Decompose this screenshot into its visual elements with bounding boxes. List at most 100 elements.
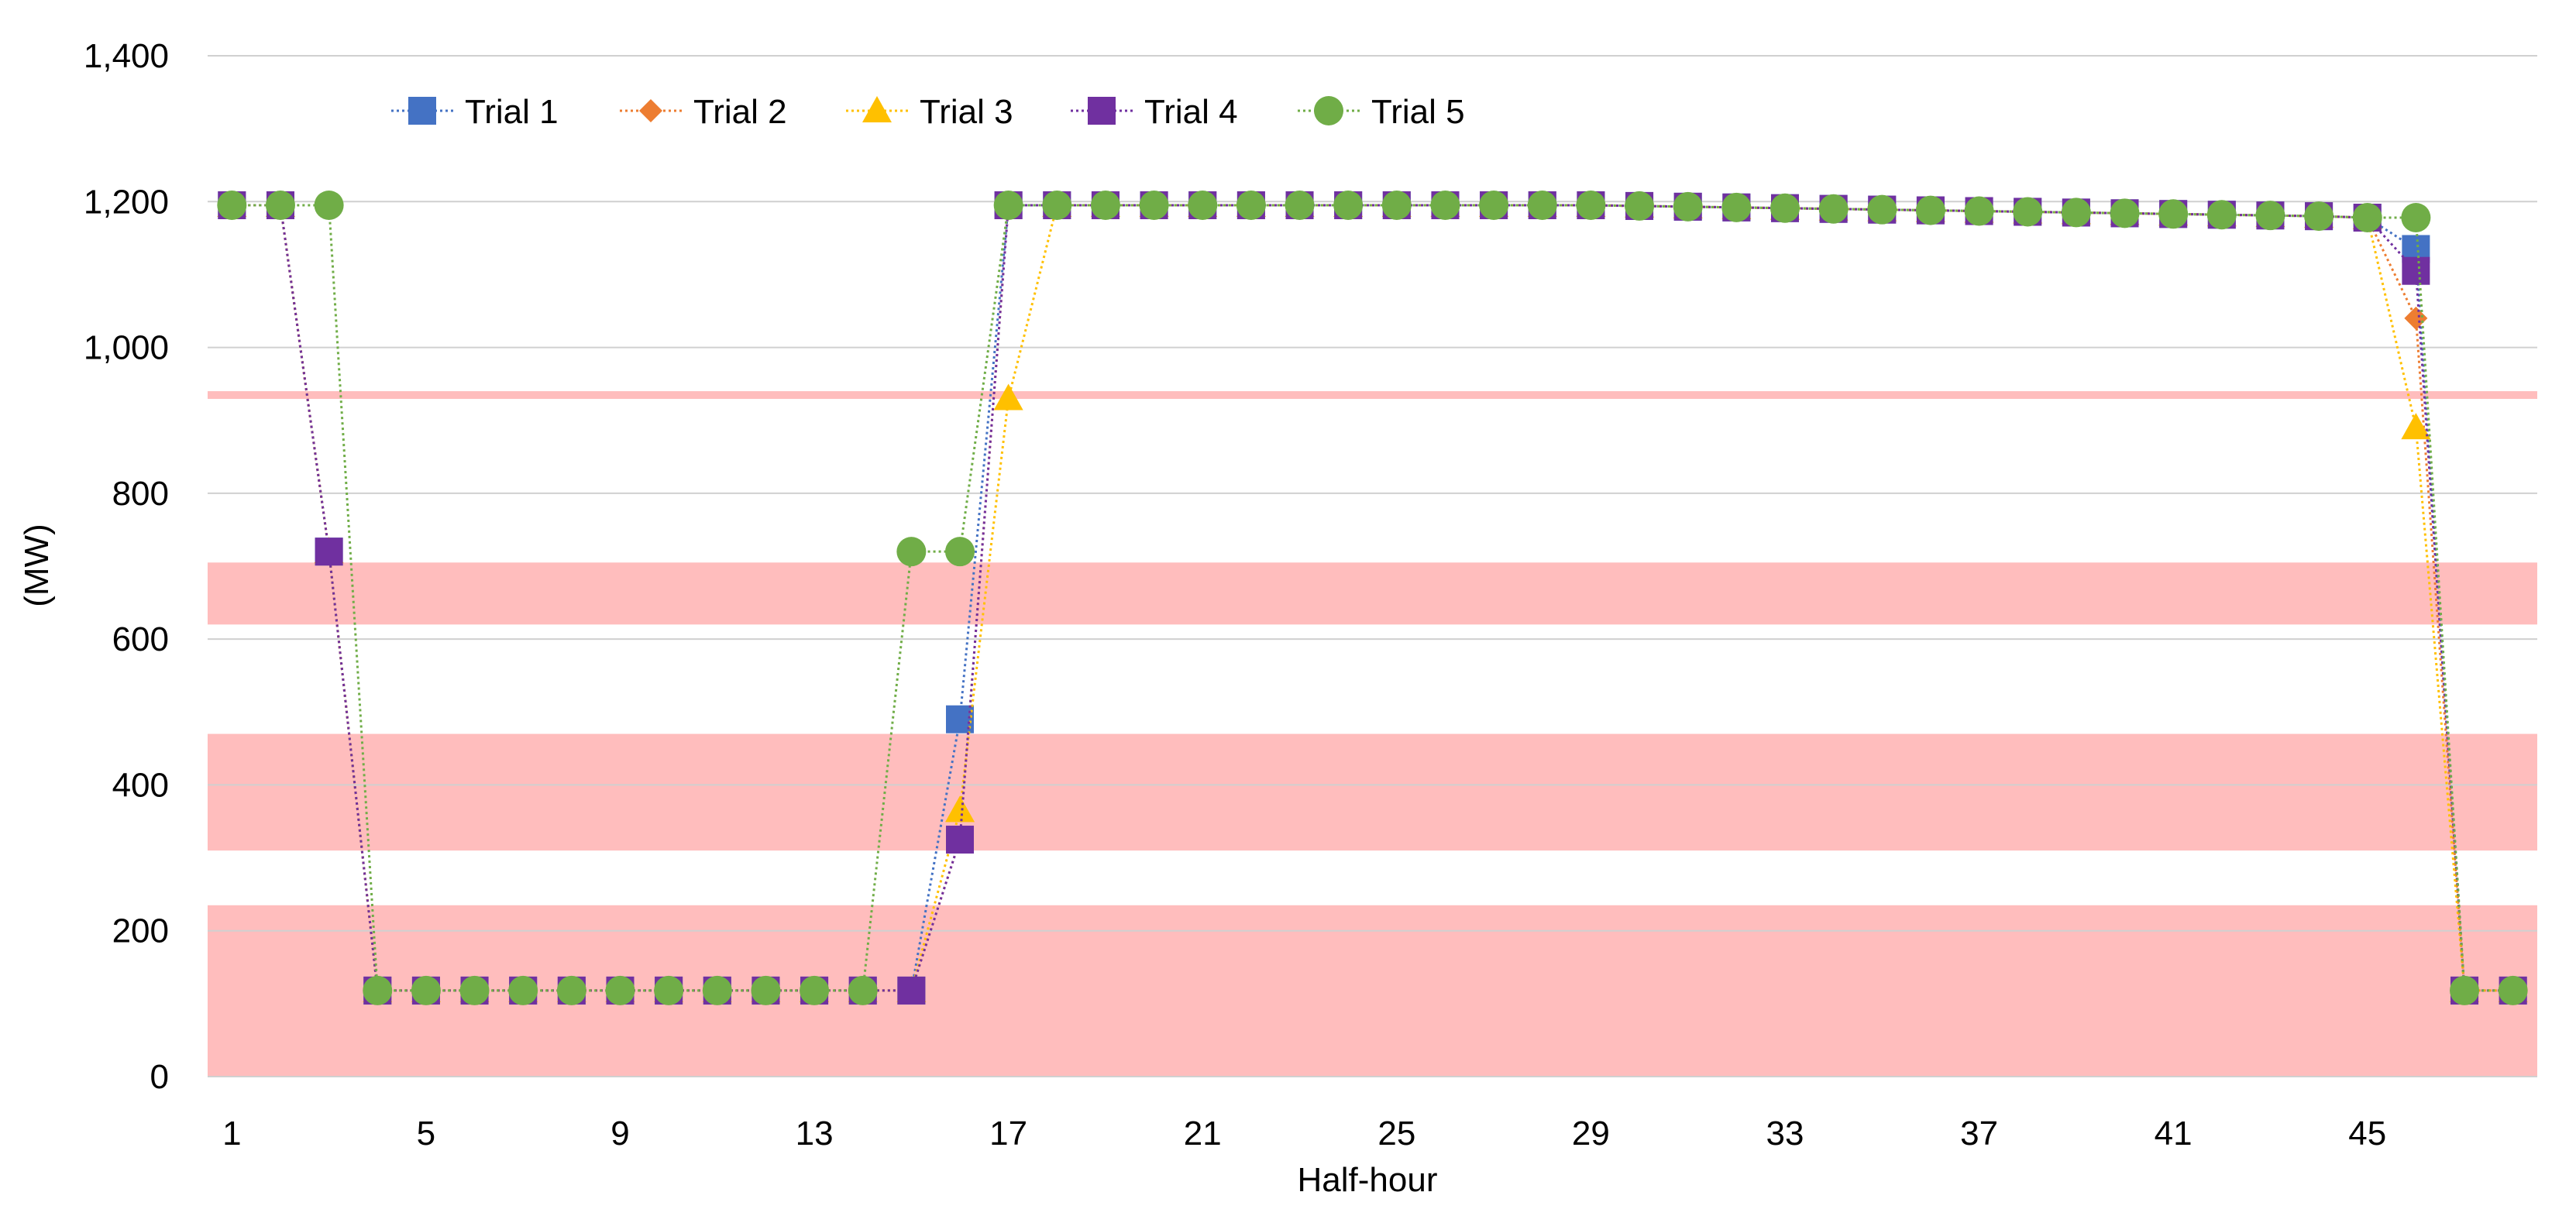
legend: Trial 1 Trial 2 Trial 3 Trial 4 Trial 5 bbox=[391, 93, 1465, 131]
data-point bbox=[2402, 256, 2430, 285]
data-point bbox=[2013, 197, 2043, 227]
legend-marker bbox=[639, 99, 662, 122]
data-point bbox=[1867, 194, 1897, 225]
data-point bbox=[751, 975, 781, 1005]
x-axis-title: Half-hour bbox=[1298, 1161, 1438, 1199]
gridlines bbox=[208, 55, 2537, 1077]
data-point bbox=[1818, 194, 1849, 224]
y-tick-label: 600 bbox=[112, 620, 169, 658]
x-tick-label: 37 bbox=[1960, 1115, 1998, 1152]
data-point bbox=[556, 975, 586, 1005]
data-point bbox=[217, 190, 247, 220]
data-point bbox=[1381, 190, 1412, 220]
data-point bbox=[1964, 196, 1994, 226]
y-tick-label: 200 bbox=[112, 912, 169, 950]
y-tick-label: 800 bbox=[112, 475, 169, 513]
data-point bbox=[2158, 199, 2189, 229]
data-point bbox=[1915, 195, 1945, 225]
data-point bbox=[1285, 190, 1315, 220]
x-tick-label: 41 bbox=[2155, 1115, 2193, 1152]
data-point bbox=[2498, 975, 2528, 1005]
y-tick-label: 1,400 bbox=[84, 37, 169, 75]
legend-marker bbox=[1314, 96, 1343, 125]
data-point bbox=[2206, 200, 2237, 230]
data-point bbox=[993, 190, 1023, 220]
data-point bbox=[1625, 191, 1655, 221]
data-point bbox=[2110, 198, 2140, 228]
data-point bbox=[2401, 413, 2431, 440]
data-point bbox=[1576, 190, 1606, 220]
data-point bbox=[1721, 192, 1752, 222]
data-point bbox=[800, 975, 830, 1005]
x-tick-label: 45 bbox=[2348, 1115, 2386, 1152]
x-tick-label: 21 bbox=[1184, 1115, 1222, 1152]
data-point bbox=[2404, 306, 2428, 330]
data-point bbox=[896, 537, 927, 567]
data-point bbox=[897, 976, 926, 1005]
y-tick-label: 1,000 bbox=[84, 329, 169, 367]
data-point bbox=[993, 383, 1023, 410]
data-point bbox=[1090, 190, 1120, 220]
x-tick-label: 9 bbox=[610, 1115, 629, 1152]
data-point bbox=[945, 537, 975, 567]
data-point bbox=[315, 538, 343, 566]
data-point bbox=[459, 975, 490, 1005]
data-point bbox=[411, 975, 441, 1005]
data-point bbox=[2061, 198, 2091, 228]
data-point bbox=[508, 975, 538, 1005]
legend-marker bbox=[1088, 97, 1116, 125]
data-point bbox=[1527, 190, 1557, 220]
shaded-bands bbox=[208, 391, 2537, 1077]
legend-label: Trial 3 bbox=[920, 93, 1013, 131]
data-point bbox=[1430, 190, 1460, 220]
data-point bbox=[946, 705, 975, 733]
y-tick-label: 0 bbox=[150, 1058, 169, 1096]
x-tick-label: 1 bbox=[222, 1115, 241, 1152]
x-axis-ticks: 1 5 9 13 17 21 25 29 33 37 41 45 bbox=[222, 1115, 2386, 1152]
legend-label: Trial 4 bbox=[1144, 93, 1238, 131]
x-tick-label: 29 bbox=[1572, 1115, 1610, 1152]
x-tick-label: 33 bbox=[1766, 1115, 1804, 1152]
y-tick-label: 1,200 bbox=[84, 183, 169, 221]
legend-label: Trial 2 bbox=[693, 93, 787, 131]
data-point bbox=[1769, 193, 1800, 223]
shaded-band bbox=[208, 391, 2537, 400]
data-point bbox=[1139, 190, 1169, 220]
legend-marker bbox=[408, 97, 436, 125]
legend-item: Trial 2 bbox=[620, 93, 787, 131]
legend-label: Trial 5 bbox=[1371, 93, 1465, 131]
data-point bbox=[1333, 190, 1364, 220]
data-point bbox=[702, 975, 732, 1005]
legend-item: Trial 3 bbox=[846, 93, 1013, 131]
data-point bbox=[2401, 202, 2431, 232]
data-point bbox=[1236, 190, 1266, 220]
data-point bbox=[946, 826, 975, 854]
data-point bbox=[1188, 190, 1218, 220]
data-point bbox=[605, 975, 635, 1005]
data-point bbox=[945, 795, 975, 823]
y-axis-title: (MW) bbox=[18, 524, 56, 607]
data-point bbox=[363, 975, 393, 1005]
data-point bbox=[1673, 191, 1703, 222]
legend-label: Trial 1 bbox=[465, 93, 559, 131]
x-tick-label: 17 bbox=[989, 1115, 1027, 1152]
data-series bbox=[217, 190, 2528, 1005]
data-point bbox=[2352, 202, 2382, 232]
data-point bbox=[2450, 975, 2480, 1005]
legend-marker bbox=[862, 96, 892, 122]
x-tick-label: 25 bbox=[1377, 1115, 1415, 1152]
y-tick-label: 400 bbox=[112, 766, 169, 804]
shaded-band bbox=[208, 562, 2537, 625]
data-point bbox=[2304, 201, 2334, 232]
data-point bbox=[2255, 201, 2285, 231]
series-5 bbox=[217, 190, 2528, 1005]
legend-item: Trial 1 bbox=[391, 93, 559, 131]
x-tick-label: 13 bbox=[796, 1115, 834, 1152]
data-point bbox=[1042, 190, 1072, 220]
x-tick-label: 5 bbox=[417, 1115, 435, 1152]
data-point bbox=[848, 975, 878, 1005]
y-axis-ticks: 0 200 400 600 800 1,000 1,200 1,400 bbox=[84, 37, 169, 1096]
data-point bbox=[314, 190, 344, 220]
legend-item: Trial 5 bbox=[1298, 93, 1465, 131]
